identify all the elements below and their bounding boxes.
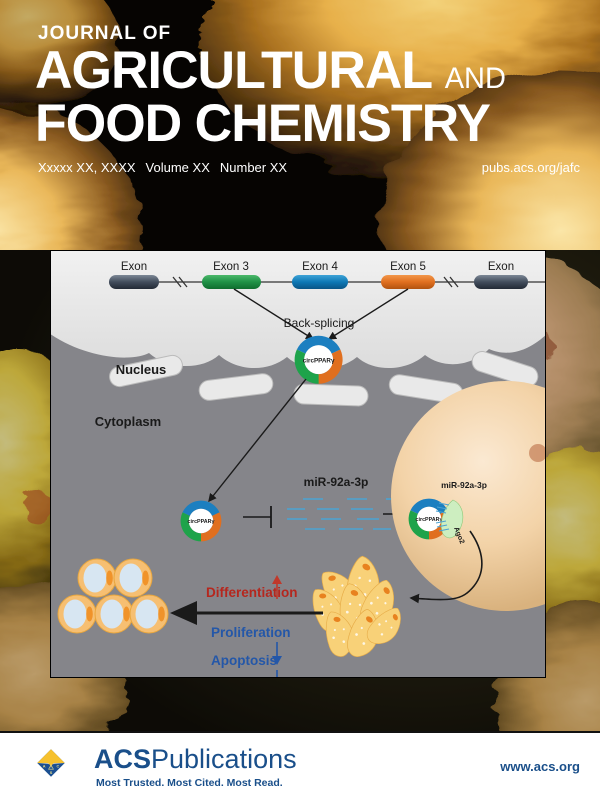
svg-text:Exon: Exon <box>121 261 147 273</box>
svg-text:Differentiation: Differentiation <box>206 585 298 600</box>
svg-text:Proliferation: Proliferation <box>211 625 291 640</box>
svg-text:A: A <box>43 764 46 769</box>
svg-text:Back-splicing: Back-splicing <box>284 316 355 330</box>
svg-text:C: C <box>56 764 59 769</box>
svg-text:circPPARγ: circPPARγ <box>188 519 215 525</box>
svg-text:Exon 5: Exon 5 <box>390 261 426 273</box>
svg-text:miR-92a-3p: miR-92a-3p <box>304 475 369 489</box>
svg-text:Nucleus: Nucleus <box>116 362 167 377</box>
svg-text:miR-92a-3p: miR-92a-3p <box>441 480 487 490</box>
svg-text:circPPARγ: circPPARγ <box>303 357 335 364</box>
svg-text:Exon 3: Exon 3 <box>213 261 249 273</box>
svg-text:Exon 4: Exon 4 <box>302 261 338 273</box>
svg-text:S: S <box>50 770 53 775</box>
svg-text:Apoptosis: Apoptosis <box>211 653 277 668</box>
svg-text:Exon: Exon <box>488 261 514 273</box>
svg-text:Cytoplasm: Cytoplasm <box>95 414 161 429</box>
